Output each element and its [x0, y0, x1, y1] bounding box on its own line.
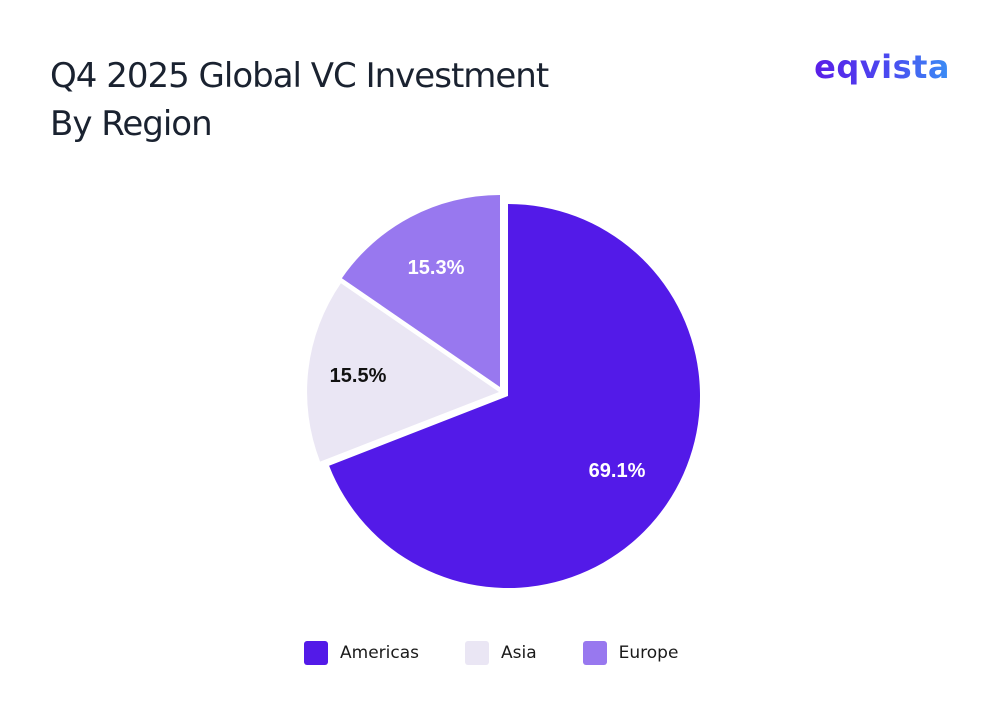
eqvista-logo: eqvista — [814, 48, 950, 86]
legend-label-europe: Europe — [618, 643, 679, 663]
chart-title-line2: By Region — [50, 104, 213, 144]
legend-label-asia: Asia — [500, 643, 537, 663]
slice-label-europe: 15.3% — [408, 257, 465, 279]
legend-item-asia[interactable]: Asia — [464, 641, 537, 665]
slice-americas[interactable] — [329, 203, 701, 588]
legend-item-europe[interactable]: Europe — [582, 641, 679, 665]
slice-asia[interactable] — [307, 283, 499, 462]
legend-swatch-asia — [464, 641, 489, 665]
slice-europe[interactable] — [341, 195, 500, 387]
legend-label-americas: Americas — [340, 643, 419, 663]
slice-label-americas: 69.1% — [589, 460, 646, 482]
legend-swatch-americas — [304, 641, 328, 665]
legend-swatch-europe — [582, 641, 607, 665]
legend-item-americas[interactable]: Americas — [304, 641, 419, 665]
slice-label-asia: 15.5% — [330, 365, 387, 387]
chart-title: Q4 2025 Global VC Investment By Region — [50, 52, 549, 148]
chart-legend: Americas Asia Europe — [304, 641, 678, 665]
chart-title-line1: Q4 2025 Global VC Investment — [50, 56, 549, 96]
